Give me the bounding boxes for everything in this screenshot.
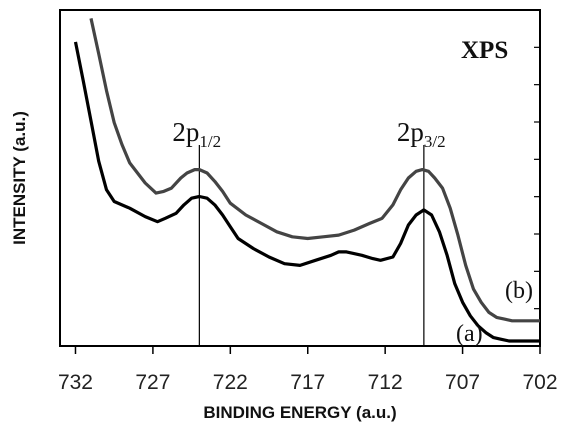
peak-label: 2p3/2: [397, 117, 446, 151]
series-line-a: [73, 41, 540, 343]
series-label-b: (b): [505, 278, 533, 304]
series-group: [73, 18, 540, 343]
x-axis-ticks: [74, 346, 541, 354]
series-line-b: [89, 18, 540, 323]
x-tick-label: 717: [290, 371, 325, 394]
series-label-a: (a): [456, 321, 483, 347]
x-tick-label: 727: [135, 371, 170, 394]
x-axis-title: BINDING ENERGY (a.u.): [203, 403, 396, 422]
x-tick-label: 722: [213, 371, 248, 394]
plot-frame: [59, 9, 541, 347]
x-tick-label: 707: [445, 371, 480, 394]
peak-lines: [198, 145, 425, 346]
y-axis-title: INTENSITY (a.u.): [10, 111, 29, 245]
y-axis-ticks: [534, 46, 540, 310]
chart-title: XPS: [461, 37, 508, 64]
x-tick-label: 712: [368, 371, 403, 394]
x-tick-label: 702: [522, 371, 557, 394]
x-tick-label: 732: [58, 371, 93, 394]
plot-border: [59, 9, 541, 347]
peak-label: 2p1/2: [172, 117, 221, 151]
text-labels: 732 727 722 717 712 707 702 2p1/2 2p3/2 (a) (b) XPS…: [10, 37, 558, 422]
